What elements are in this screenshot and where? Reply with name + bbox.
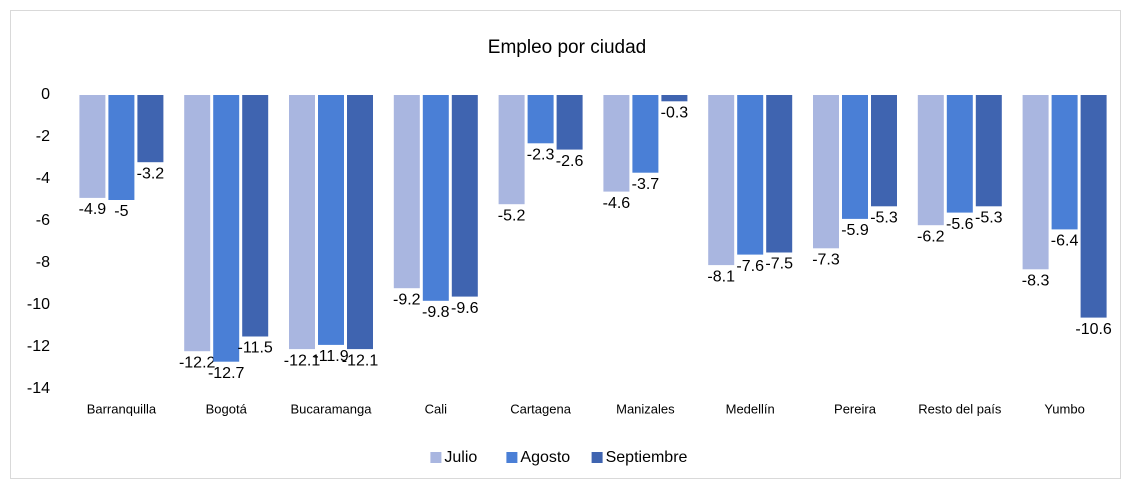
- bar: [137, 95, 164, 163]
- x-tick-label: Resto del país: [918, 401, 1002, 416]
- y-tick-label: -4: [36, 170, 50, 187]
- bar: [1022, 95, 1049, 270]
- data-label: -5.2: [498, 207, 526, 224]
- data-label: -12.2: [179, 354, 216, 371]
- bar: [603, 95, 630, 192]
- bar: [213, 95, 240, 362]
- bar: [451, 95, 478, 297]
- data-label: -11.9: [313, 348, 348, 365]
- bar: [946, 95, 973, 213]
- y-tick-label: -10: [27, 296, 50, 313]
- bar: [318, 95, 344, 345]
- bar: [1080, 95, 1107, 318]
- x-tick-label: Pereira: [834, 401, 877, 416]
- data-label: -5.9: [841, 222, 869, 239]
- bar: [242, 95, 269, 337]
- bar: [813, 95, 839, 249]
- data-label: -4.9: [79, 201, 107, 218]
- y-tick-label: -12: [27, 338, 50, 355]
- bar: [871, 95, 897, 207]
- bar: [556, 95, 583, 150]
- legend-swatch: [430, 452, 442, 463]
- bar: [347, 95, 373, 350]
- legend-label: Septiembre: [606, 449, 688, 466]
- y-tick-label: -8: [36, 254, 50, 271]
- data-label: -5.6: [946, 216, 974, 233]
- bar: [184, 95, 211, 352]
- data-label: -8.1: [707, 268, 735, 285]
- bar: [393, 95, 420, 289]
- y-tick-label: -2: [36, 128, 50, 145]
- bar: [708, 95, 735, 266]
- legend-swatch: [506, 452, 518, 463]
- bar: [766, 95, 793, 253]
- data-label: -10.6: [1075, 321, 1112, 338]
- data-label: -12.1: [342, 352, 379, 369]
- data-label: -3.7: [632, 176, 660, 193]
- legend-label: Julio: [444, 449, 477, 466]
- x-tick-label: Bogotá: [206, 401, 248, 416]
- data-label: -4.6: [603, 195, 631, 212]
- data-label: -9.6: [451, 300, 479, 317]
- bar: [79, 95, 106, 198]
- data-label: -6.4: [1051, 233, 1079, 250]
- data-label: -5.3: [975, 210, 1003, 227]
- data-label: -0.3: [661, 105, 689, 122]
- chart-title: Empleo por ciudad: [488, 37, 646, 58]
- data-label: -6.2: [917, 228, 945, 245]
- x-tick-label: Manizales: [616, 401, 675, 416]
- y-tick-label: -6: [36, 212, 50, 229]
- legend-label: Agosto: [520, 449, 570, 466]
- x-tick-label: Barranquilla: [87, 401, 157, 416]
- x-tick-label: Medellín: [726, 401, 775, 416]
- bar: [737, 95, 764, 255]
- y-tick-label: 0: [41, 86, 50, 103]
- bar: [661, 95, 688, 102]
- data-label: -7.6: [736, 258, 764, 275]
- bar: [498, 95, 525, 205]
- data-label: -12.1: [284, 352, 321, 369]
- data-label: -2.6: [556, 153, 584, 170]
- data-label: -5.3: [870, 210, 898, 227]
- x-tick-label: Bucaramanga: [291, 401, 373, 416]
- data-label: -5: [114, 203, 128, 220]
- data-label: -11.5: [238, 340, 273, 357]
- bar: [842, 95, 868, 219]
- data-label: -7.5: [765, 256, 793, 273]
- bar: [917, 95, 944, 226]
- data-label: -8.3: [1022, 273, 1050, 290]
- bar: [422, 95, 449, 301]
- legend-swatch: [591, 452, 603, 463]
- data-label: -9.8: [422, 304, 450, 321]
- x-tick-label: Cali: [425, 401, 448, 416]
- y-tick-label: -14: [27, 380, 50, 397]
- bar: [1051, 95, 1078, 230]
- x-tick-label: Cartagena: [510, 401, 571, 416]
- bar: [975, 95, 1002, 207]
- x-tick-label: Yumbo: [1044, 401, 1084, 416]
- data-label: -2.3: [527, 147, 555, 164]
- bar: [108, 95, 135, 200]
- data-label: -12.7: [208, 365, 245, 382]
- bar: [289, 95, 315, 350]
- data-label: -9.2: [393, 291, 421, 308]
- bar: [527, 95, 554, 144]
- data-label: -3.2: [137, 165, 165, 182]
- data-label: -7.3: [812, 252, 840, 269]
- bar: [632, 95, 659, 173]
